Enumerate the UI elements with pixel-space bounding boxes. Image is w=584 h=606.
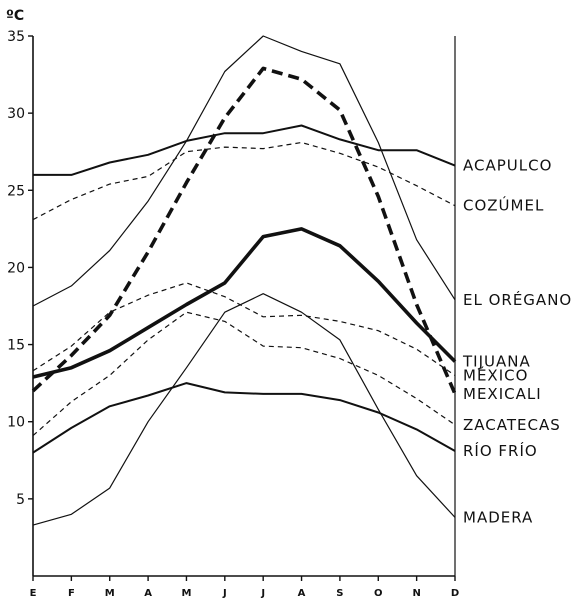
x-tick-label: N [412,588,420,599]
y-tick-label: 20 [7,260,25,276]
series-label: RÍO FRÍO [463,441,538,460]
x-tick-label: S [336,588,343,599]
x-tick-label: J [260,588,265,599]
series-line-tijuana [32,227,457,379]
x-tick-label: M [105,588,115,599]
x-tick-label: E [30,588,37,599]
series-label: MEXICALI [463,385,542,403]
y-axis-ticks: 5 10 15 20 25 30 35 [7,29,33,508]
y-tick-label: 10 [7,415,25,431]
y-tick-label: 35 [7,29,25,45]
series-label: TIJUANA [462,353,531,371]
series-labels: ACAPULCO COZÚMEL EL ORÉGANO TIJUANAMÉXICOME… [462,157,572,527]
x-tick-label: M [181,588,191,599]
x-tick-label: D [451,588,459,599]
series-line-coz-mel [32,141,456,221]
series-label: COZÚMEL [463,196,544,215]
y-tick-label: 5 [16,492,25,508]
series-label: ZACATECAS [463,416,561,434]
x-tick-label: J [222,588,227,599]
series-line-mexicali [31,66,457,395]
series-line-r-o-fr-o [32,382,456,454]
y-tick-label: 25 [7,183,25,199]
y-tick-label: 30 [7,106,25,122]
axes [32,36,456,577]
x-tick-label: O [374,588,383,599]
x-tick-label: A [144,588,152,599]
x-tick-label: A [298,588,306,599]
series-label: MADERA [463,508,533,526]
y-unit-label: ºC [6,8,24,24]
series-line-madera [32,293,456,526]
x-tick-label: F [68,588,75,599]
series-label: MÉXICO [463,365,528,384]
series-line-el-or-gano [32,35,456,307]
series-line-acapulco [33,124,456,176]
series-lines [31,35,457,526]
y-tick-label: 15 [7,338,25,354]
series-label: ACAPULCO [463,157,552,175]
series-label: EL ORÉGANO [463,290,572,309]
